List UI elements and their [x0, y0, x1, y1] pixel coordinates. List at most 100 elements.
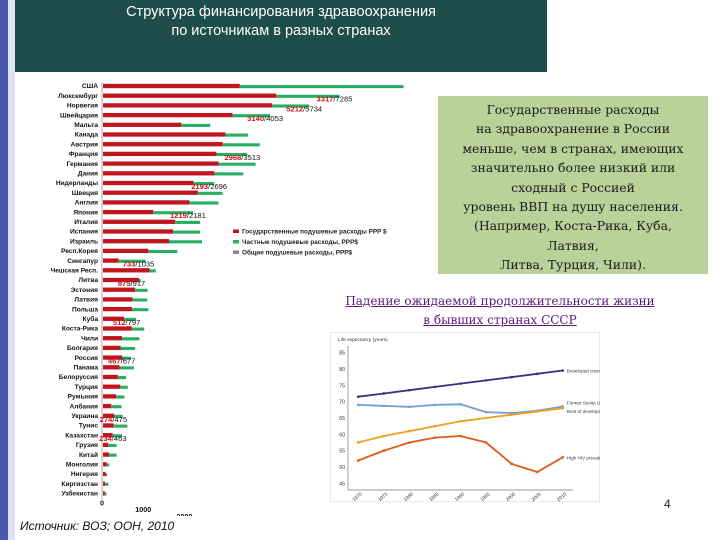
- data-label-government: 2968: [224, 153, 241, 162]
- category-label: Люксембург: [58, 92, 98, 100]
- line-x-tick: 1985: [428, 491, 440, 502]
- source-note: Источник: ВОЗ; ООН, 2010: [20, 519, 175, 533]
- data-label-government: 274: [100, 415, 113, 424]
- private-bar: [214, 172, 244, 176]
- line-chart-frame: [330, 332, 600, 502]
- series-point: [382, 392, 386, 395]
- category-label: Италия: [74, 219, 98, 226]
- category-label: США: [82, 83, 98, 90]
- private-bar: [122, 356, 131, 360]
- private-bar: [109, 453, 117, 457]
- private-bar: [239, 85, 404, 89]
- private-bar: [148, 249, 178, 254]
- data-label: 2968/3513: [224, 153, 260, 162]
- page-number: 4: [664, 497, 671, 511]
- government-bar: [103, 103, 273, 108]
- line-x-tick: 1975: [377, 491, 389, 502]
- series-point: [433, 403, 437, 407]
- government-bar: [103, 239, 169, 244]
- data-label: 234/463: [99, 434, 126, 443]
- government-bar: [103, 93, 277, 98]
- series-point: [433, 424, 437, 428]
- category-label: Франция: [69, 151, 98, 158]
- life-expectancy-line-chart: Life expectancy (years) 45 50 55 60 65 70 75 80 8…: [330, 332, 600, 502]
- government-bar: [103, 209, 154, 215]
- category-label: Болгария: [67, 345, 98, 352]
- data-label-government: 3317: [317, 95, 334, 104]
- government-bar: [103, 452, 110, 457]
- line-x-tick: 2005: [531, 491, 543, 502]
- series-point: [408, 429, 411, 433]
- category-label: Англия: [75, 200, 99, 207]
- data-label-total: /475: [112, 415, 127, 424]
- private-bar: [118, 259, 146, 263]
- category-label: Испания: [70, 229, 98, 236]
- category-label: Латвия: [74, 297, 98, 304]
- government-bar: [103, 219, 176, 224]
- category-label: Турция: [75, 384, 98, 391]
- series-point: [535, 410, 539, 413]
- government-spending-text: Государственные расходы на здравоохранен…: [462, 102, 684, 273]
- private-bar: [117, 376, 127, 380]
- series-point: [510, 462, 513, 466]
- x-tick-label: 1000: [135, 505, 151, 514]
- left-accent-stripe-light: [8, 0, 15, 540]
- private-bar: [225, 133, 248, 137]
- private-bar: [119, 366, 134, 370]
- series-point: [484, 410, 488, 414]
- series-point: [535, 470, 539, 474]
- series-point: [561, 369, 565, 372]
- line-y-tick: 55: [339, 449, 345, 455]
- category-label: Норвегия: [67, 103, 98, 110]
- private-bar: [131, 308, 149, 312]
- series-point: [484, 379, 488, 382]
- line-x-tick: 1970: [352, 491, 364, 502]
- line-y-tick: 45: [339, 481, 345, 487]
- data-label: 875/917: [118, 279, 145, 288]
- government-spending-note: Государственные расходы на здравоохранен…: [438, 96, 708, 274]
- line-y-tick: 75: [339, 383, 345, 389]
- government-bar: [103, 403, 112, 409]
- category-label: Литва: [78, 277, 98, 284]
- title-banner: Структура финансирования здравоохранения…: [15, 0, 547, 72]
- private-bar: [121, 337, 140, 341]
- private-bar: [116, 395, 125, 399]
- data-label-total: /2181: [187, 211, 206, 220]
- category-label: Швейцария: [60, 111, 98, 119]
- source-box: Источник: ВОЗ; ООН, 2010: [15, 516, 405, 540]
- data-label-total: /677: [121, 357, 136, 366]
- legend-swatch: [233, 240, 239, 244]
- government-bar: [103, 491, 105, 496]
- category-label: Румыния: [68, 394, 99, 401]
- series-point: [408, 405, 411, 409]
- private-bar: [135, 288, 148, 292]
- line-x-tick: 1990: [454, 491, 466, 502]
- category-label: Германия: [67, 161, 99, 168]
- government-bar: [103, 171, 215, 176]
- private-bar: [169, 240, 202, 244]
- private-bar: [105, 482, 109, 486]
- government-bar: [103, 161, 219, 166]
- government-bar: [103, 442, 109, 448]
- series-annotation: Developed countries: [567, 369, 600, 374]
- data-label: 733/1035: [123, 260, 155, 269]
- line-y-tick: 65: [339, 416, 345, 422]
- private-bar: [108, 443, 117, 448]
- government-bar: [103, 374, 118, 380]
- series-point: [382, 434, 386, 438]
- legend-entry: Частные подушевые расходы, PPP$: [242, 239, 358, 246]
- series-point: [535, 372, 539, 376]
- category-label: Панама: [73, 365, 98, 372]
- government-bar: [103, 384, 121, 389]
- private-bar: [113, 424, 128, 428]
- government-bar: [103, 287, 136, 292]
- series-annotation: High HIV prevalence: [567, 455, 600, 460]
- private-bar: [153, 211, 193, 215]
- government-bar: [103, 413, 115, 418]
- category-label: Мальта: [74, 122, 98, 129]
- government-bar: [103, 248, 149, 254]
- series-point: [459, 382, 462, 385]
- line-x-tick: 2000: [505, 491, 517, 502]
- data-label-government: 5212: [286, 104, 303, 113]
- x-tick-label: 0: [100, 498, 104, 507]
